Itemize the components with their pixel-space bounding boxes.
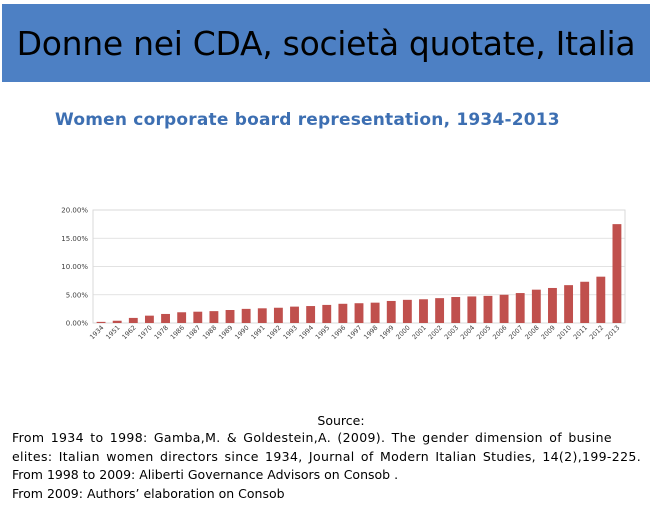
bar-1995 xyxy=(322,304,332,323)
y-tick-label: 10.00% xyxy=(61,263,88,271)
x-tick-label: 1995 xyxy=(314,324,331,341)
x-tick-label: 2005 xyxy=(475,324,492,341)
bar-1990 xyxy=(241,308,251,323)
bar-1970 xyxy=(144,315,154,323)
bar-2004 xyxy=(467,296,477,323)
x-tick-label: 1997 xyxy=(346,324,363,341)
slide-title: Donne nei CDA, società quotate, Italia xyxy=(16,23,636,63)
bar-1991 xyxy=(257,308,267,323)
bar-1996 xyxy=(338,303,348,323)
bar-2011 xyxy=(580,281,590,323)
bar-1994 xyxy=(306,306,316,323)
x-tick-label: 1986 xyxy=(169,324,186,341)
source-line-3: From 1998 to 2009: Aliberti Governance A… xyxy=(12,467,399,482)
x-tick-label: 2011 xyxy=(572,324,589,341)
bar-1986 xyxy=(177,312,187,323)
bar-2007 xyxy=(515,293,525,323)
x-tick-label: 2007 xyxy=(507,324,524,341)
bar-2012 xyxy=(596,276,606,323)
x-tick-label: 1998 xyxy=(362,324,379,341)
x-tick-label: 2012 xyxy=(588,324,605,341)
y-tick-label: 5.00% xyxy=(66,291,89,299)
x-tick-label: 2008 xyxy=(523,324,540,341)
x-tick-label: 1951 xyxy=(104,324,121,341)
y-tick-label: 15.00% xyxy=(61,235,88,243)
source-line-4: From 2009: Authors’ elaboration on Conso… xyxy=(12,485,285,501)
x-tick-label: 2002 xyxy=(427,324,444,341)
bar-2003 xyxy=(451,297,461,323)
source-heading: Source: xyxy=(317,413,365,428)
x-tick-label: 1994 xyxy=(298,324,315,341)
x-tick-label: 1992 xyxy=(265,324,282,341)
bar-2009 xyxy=(548,287,557,323)
x-tick-label: 2010 xyxy=(556,324,573,341)
title-banner: Donne nei CDA, società quotate, Italia xyxy=(2,4,650,82)
x-tick-label: 1934 xyxy=(88,324,105,341)
bar-1962 xyxy=(128,317,138,323)
x-tick-label: 2013 xyxy=(604,324,621,341)
x-tick-label: 2001 xyxy=(411,324,428,341)
bar-1951 xyxy=(112,320,122,323)
x-tick-label: 2004 xyxy=(459,324,476,341)
x-tick-label: 1991 xyxy=(249,324,266,341)
x-tick-label: 1988 xyxy=(201,324,218,341)
x-tick-label: 1962 xyxy=(120,324,137,341)
bar-2000 xyxy=(402,299,412,323)
bar-1998 xyxy=(370,302,380,323)
bar-2001 xyxy=(419,299,428,323)
bar-1997 xyxy=(354,303,364,323)
bar-1978 xyxy=(161,313,170,323)
x-tick-label: 1990 xyxy=(233,324,250,341)
chart-title: Women corporate board representation, 19… xyxy=(55,110,560,130)
x-tick-label: 1989 xyxy=(217,324,234,341)
bar-2002 xyxy=(435,298,445,323)
x-tick-label: 1999 xyxy=(378,324,395,341)
x-tick-label: 1978 xyxy=(153,324,170,341)
bar-2010 xyxy=(564,285,574,323)
y-tick-label: 20.00% xyxy=(61,207,88,215)
bar-1989 xyxy=(225,310,235,323)
bar-1999 xyxy=(386,300,396,323)
source-line-1: From 1934 to 1998: Gamba,M. & Goldestein… xyxy=(12,430,612,445)
source-line-2: elites: Italian women directors since 19… xyxy=(12,448,642,464)
bar-1992 xyxy=(273,307,283,323)
bar-2006 xyxy=(499,294,509,323)
x-tick-label: 2009 xyxy=(540,324,557,341)
source-block: Source: From 1934 to 1998: Gamba,M. & Go… xyxy=(0,412,652,503)
x-tick-label: 2006 xyxy=(491,324,508,341)
bar-2013 xyxy=(612,224,622,323)
bar-chart: 0.00% 5.00% 10.00% 15.00% 20.00% 19341951196… xyxy=(61,207,626,341)
x-tick-label: 2003 xyxy=(443,324,460,341)
x-tick-label: 2000 xyxy=(394,324,411,341)
x-tick-label: 1987 xyxy=(185,324,202,341)
x-tick-label: 1970 xyxy=(136,324,153,341)
bar-2005 xyxy=(483,295,493,323)
bar-1993 xyxy=(290,306,299,323)
y-tick-label: 0.00% xyxy=(66,320,89,328)
bar-1988 xyxy=(209,311,219,323)
x-tick-label: 1996 xyxy=(330,324,347,341)
x-tick-label: 1993 xyxy=(282,324,299,341)
bar-2008 xyxy=(531,289,541,323)
bar-1934 xyxy=(96,321,106,323)
bar-1987 xyxy=(193,311,203,323)
